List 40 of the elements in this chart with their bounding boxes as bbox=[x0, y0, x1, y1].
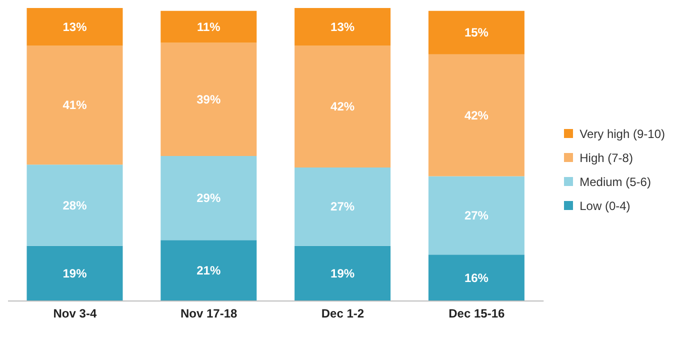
data-label: 13% bbox=[330, 20, 355, 34]
bar bbox=[294, 168, 391, 246]
data-label: 27% bbox=[464, 208, 489, 222]
bar bbox=[294, 246, 391, 301]
data-label: 39% bbox=[196, 92, 221, 106]
data-label: 42% bbox=[464, 108, 489, 122]
bar bbox=[428, 10, 524, 54]
x-tick-label: Nov 3-4 bbox=[53, 306, 97, 321]
data-label: 19% bbox=[330, 266, 355, 280]
bar bbox=[26, 46, 123, 165]
bar bbox=[26, 246, 123, 301]
data-label: 15% bbox=[464, 26, 489, 40]
data-label: 42% bbox=[330, 100, 355, 114]
bar bbox=[160, 10, 257, 43]
legend-label: Medium (5-6) bbox=[580, 174, 651, 188]
bar bbox=[428, 176, 524, 255]
data-label: 16% bbox=[464, 270, 489, 285]
data-label: 21% bbox=[196, 264, 221, 278]
data-label: 27% bbox=[330, 200, 355, 214]
bar bbox=[26, 8, 123, 46]
x-tick-label: Dec 1-2 bbox=[321, 306, 364, 321]
bar bbox=[160, 156, 257, 240]
bar bbox=[26, 164, 123, 246]
x-tick-label: Nov 17-18 bbox=[180, 306, 238, 321]
bar bbox=[160, 42, 257, 156]
bar bbox=[160, 240, 257, 301]
data-label: 13% bbox=[62, 20, 88, 34]
bar bbox=[294, 46, 391, 168]
data-label: 11% bbox=[196, 20, 221, 34]
bar bbox=[294, 8, 391, 46]
legend-label: Low (0-4) bbox=[580, 198, 630, 212]
data-label: 29% bbox=[196, 191, 221, 206]
legend-label: High (7-8) bbox=[580, 150, 633, 164]
bar bbox=[428, 54, 524, 176]
legend-label: Very high (9-10) bbox=[580, 126, 665, 140]
x-tick-label: Dec 15-16 bbox=[448, 306, 505, 321]
bar bbox=[428, 254, 524, 301]
data-label: 41% bbox=[62, 98, 88, 112]
data-label: 28% bbox=[62, 198, 88, 212]
data-label: 19% bbox=[62, 266, 88, 280]
